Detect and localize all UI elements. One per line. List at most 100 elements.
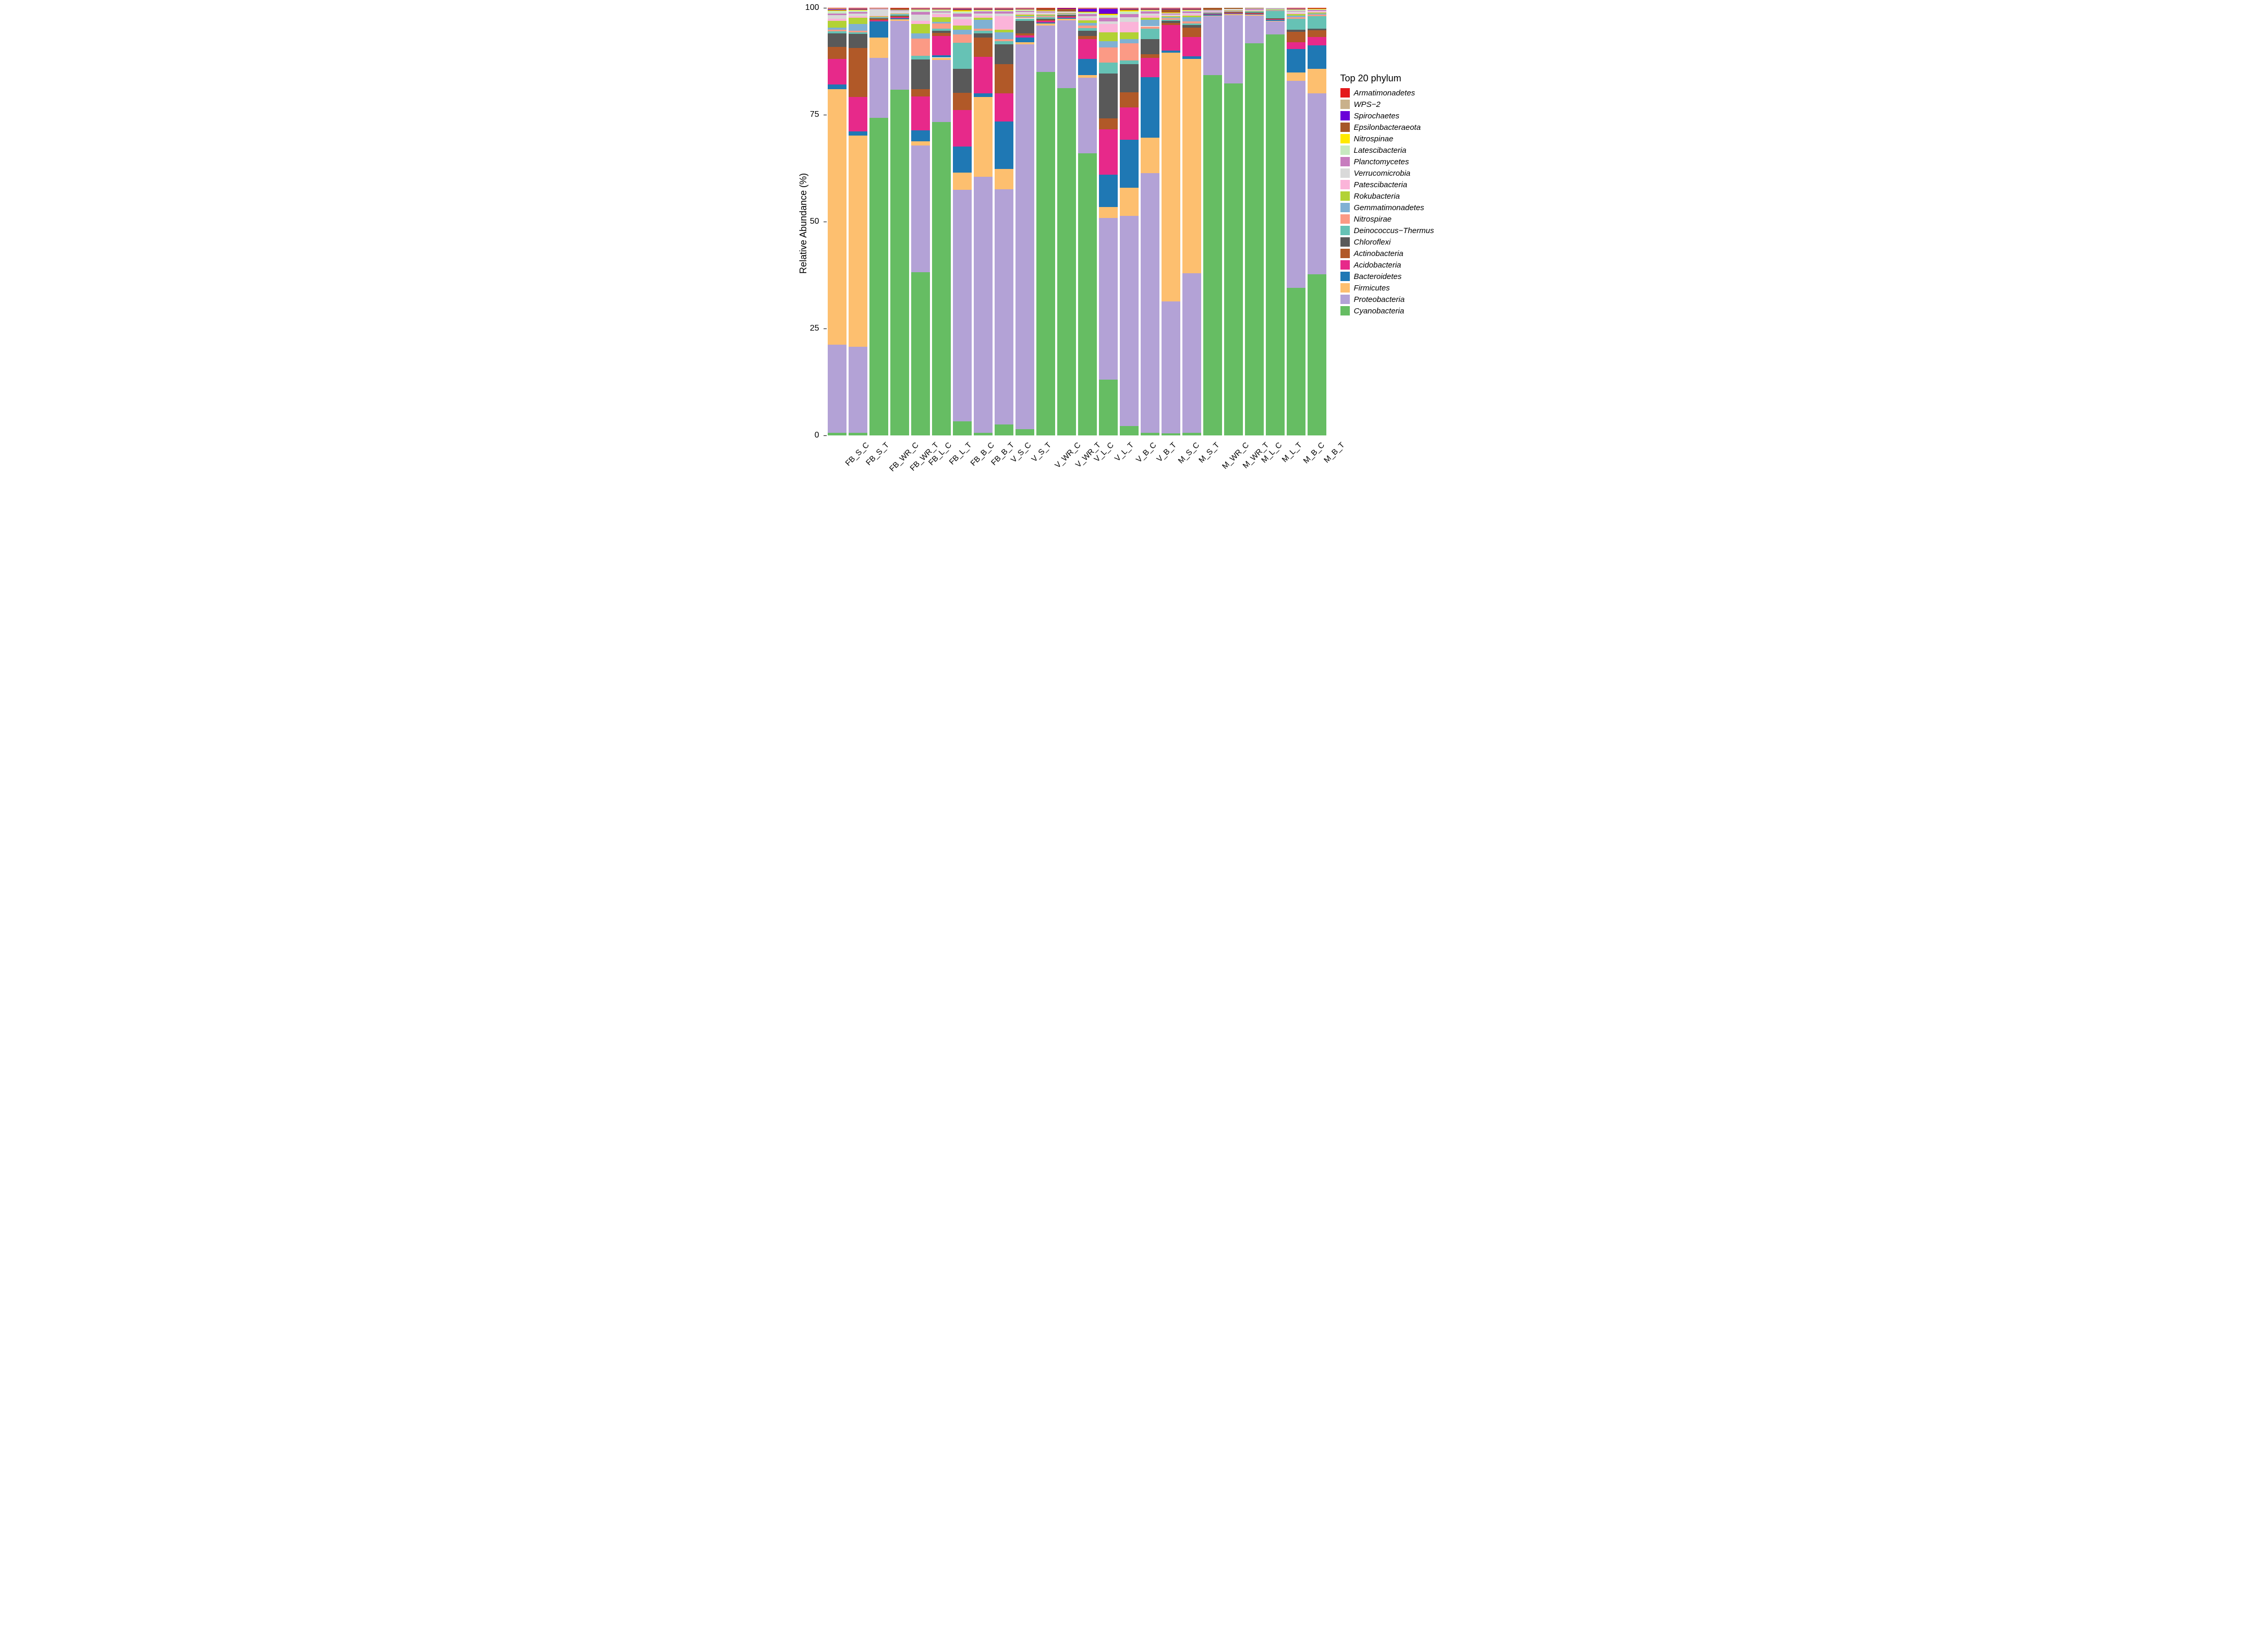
seg-Nitrospirae [911, 39, 930, 56]
seg-Cyanobacteria [1245, 43, 1264, 435]
seg-Bacteroidetes [849, 131, 867, 136]
seg-Firmicutes [849, 136, 867, 347]
seg-Bacteroidetes [1078, 59, 1097, 75]
seg-Gemmatimonadetes [1141, 20, 1159, 26]
seg-Patescibacteria [1245, 10, 1264, 11]
seg-Cyanobacteria [1036, 72, 1055, 435]
seg-Actinobacteria [849, 48, 867, 98]
seg-Deinococcus-Thermus [1245, 12, 1264, 13]
seg-Gemmatimonadetes [1182, 17, 1201, 21]
seg-Chloroflexi [849, 34, 867, 47]
seg-WPS-2 [1182, 8, 1201, 9]
seg-Verrucomicrobia [1036, 13, 1055, 14]
seg-Patescibacteria [890, 13, 909, 14]
seg-Firmicutes [932, 58, 951, 60]
seg-Nitrospirae [1224, 11, 1243, 12]
legend-item-Rokubacteria: Rokubacteria [1340, 190, 1434, 202]
seg-Nitrospirae [1245, 11, 1264, 12]
seg-Cyanobacteria [1266, 34, 1285, 435]
seg-Proteobacteria [911, 145, 930, 272]
seg-Planctomycetes [1245, 9, 1264, 10]
seg-WPS-2 [1162, 8, 1180, 9]
seg-WPS-2 [1078, 8, 1097, 9]
seg-Latescibacteria [1120, 11, 1139, 14]
bar-M_B_T [1308, 8, 1326, 435]
seg-Nitrospinae [1099, 14, 1118, 15]
seg-Acidobacteria [1078, 39, 1097, 58]
seg-Chloroflexi [890, 16, 909, 17]
legend-swatch [1340, 180, 1350, 189]
seg-Rokubacteria [1099, 32, 1118, 41]
seg-Deinococcus-Thermus [932, 29, 951, 30]
seg-Gemmatimonadetes [1078, 23, 1097, 26]
legend: Top 20 phylum ArmatimonadetesWPS−2Spiroc… [1340, 73, 1434, 317]
seg-Proteobacteria [1078, 78, 1097, 153]
seg-Deinococcus-Thermus [1203, 13, 1222, 14]
seg-Epsilonbacteraeota [1162, 9, 1180, 13]
seg-Gemmatimonadetes [849, 24, 867, 30]
seg-Firmicutes [1287, 72, 1305, 81]
seg-Verrucomicrobia [1120, 17, 1139, 21]
seg-Deinococcus-Thermus [1015, 19, 1034, 21]
legend-title: Top 20 phylum [1340, 73, 1434, 84]
legend-label: Cyanobacteria [1354, 307, 1405, 315]
seg-Chloroflexi [1308, 29, 1326, 30]
seg-Proteobacteria [1057, 20, 1076, 88]
seg-Deinococcus-Thermus [1099, 63, 1118, 74]
legend-label: Proteobacteria [1354, 295, 1405, 304]
bar-FB_WR_C [869, 8, 888, 435]
bar-FB_B_T [974, 8, 993, 435]
seg-Deinococcus-Thermus [911, 56, 930, 59]
seg-Gemmatimonadetes [932, 22, 951, 23]
seg-Nitrospirae [1287, 17, 1305, 19]
seg-Cyanobacteria [1099, 380, 1118, 435]
x-tick-label: FB_B_C [969, 441, 996, 468]
seg-Gemmatimonadetes [1015, 16, 1034, 17]
seg-Planctomycetes [1162, 14, 1180, 15]
seg-Verrucomicrobia [953, 17, 972, 19]
seg-Rokubacteria [1078, 20, 1097, 23]
seg-Patescibacteria [1308, 11, 1326, 13]
seg-Firmicutes [1099, 207, 1118, 218]
seg-Acidobacteria [995, 93, 1013, 122]
seg-Latescibacteria [1141, 10, 1159, 11]
seg-Acidobacteria [869, 20, 888, 21]
seg-Latescibacteria [1287, 10, 1305, 11]
seg-Acidobacteria [953, 110, 972, 147]
seg-Epsilonbacteraeota [995, 9, 1013, 10]
bar-V_L_T [1099, 8, 1118, 435]
seg-Epsilonbacteraeota [1224, 8, 1243, 9]
legend-label: Chloroflexi [1354, 238, 1391, 247]
seg-Gemmatimonadetes [1099, 41, 1118, 47]
seg-Latescibacteria [1245, 8, 1264, 9]
seg-Acidobacteria [1141, 58, 1159, 77]
seg-Epsilonbacteraeota [974, 9, 993, 10]
seg-Gemmatimonadetes [869, 16, 888, 17]
seg-Acidobacteria [890, 17, 909, 18]
bar-V_L_C [1078, 8, 1097, 435]
seg-Gemmatimonadetes [890, 14, 909, 15]
seg-Rokubacteria [1057, 13, 1076, 14]
seg-Nitrospirae [890, 14, 909, 15]
seg-Verrucomicrobia [1162, 15, 1180, 16]
seg-Rokubacteria [1266, 9, 1285, 10]
seg-Rokubacteria [1015, 15, 1034, 16]
seg-Proteobacteria [932, 60, 951, 122]
bar-M_S_T [1182, 8, 1201, 435]
seg-Deinococcus-Thermus [1036, 17, 1055, 18]
seg-Bacteroidetes [1099, 175, 1118, 207]
seg-WPS-2 [849, 8, 867, 9]
seg-Cyanobacteria [1078, 153, 1097, 435]
seg-Chloroflexi [1287, 30, 1305, 32]
seg-Nitrospirae [995, 39, 1013, 41]
seg-Verrucomicrobia [1099, 21, 1118, 24]
seg-Verrucomicrobia [1287, 11, 1305, 13]
seg-Firmicutes [1057, 19, 1076, 20]
seg-Deinococcus-Thermus [974, 31, 993, 33]
legend-item-Deinococcus-Thermus: Deinococcus−Thermus [1340, 225, 1434, 236]
seg-Actinobacteria [911, 89, 930, 96]
seg-Chloroflexi [1120, 64, 1139, 92]
seg-Acidobacteria [1308, 37, 1326, 45]
seg-Rokubacteria [828, 21, 847, 28]
seg-Bacteroidetes [974, 93, 993, 97]
